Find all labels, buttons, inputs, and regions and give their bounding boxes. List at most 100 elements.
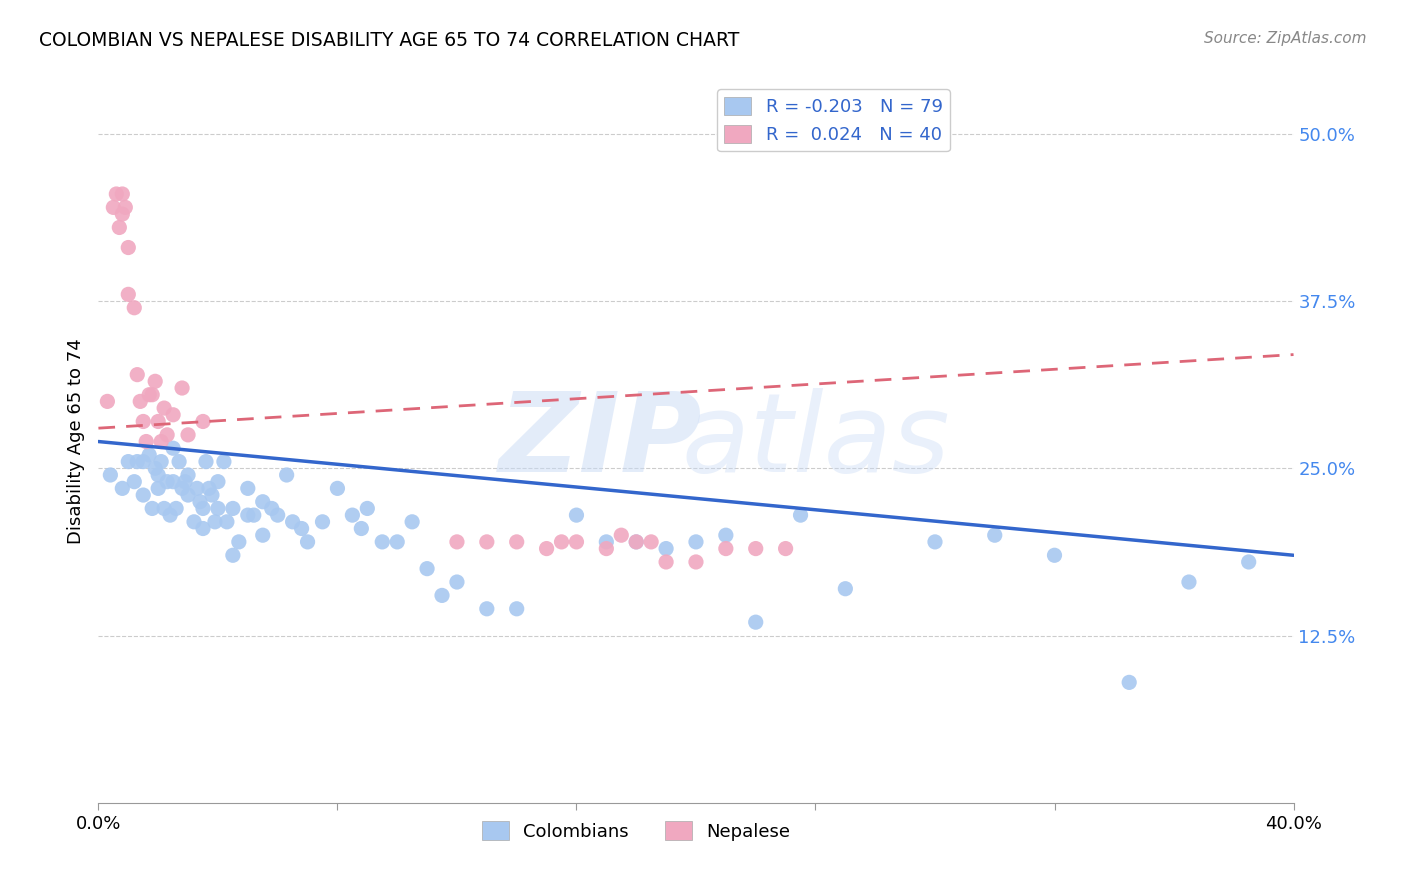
- Point: [506, 534, 529, 549]
- Point: [201, 488, 224, 502]
- Point: [108, 220, 131, 235]
- Point: [215, 515, 238, 529]
- Point: [105, 187, 128, 202]
- Point: [326, 482, 349, 496]
- Point: [281, 515, 304, 529]
- Point: [550, 534, 572, 549]
- Point: [191, 521, 214, 535]
- Point: [626, 534, 648, 549]
- Text: atlas: atlas: [681, 388, 950, 495]
- Point: [311, 515, 333, 529]
- Point: [595, 534, 617, 549]
- Point: [117, 241, 139, 255]
- Point: [150, 434, 173, 449]
- Point: [127, 368, 149, 382]
- Point: [714, 528, 737, 542]
- Point: [167, 455, 190, 469]
- Point: [276, 467, 298, 482]
- Point: [536, 541, 558, 556]
- Point: [177, 467, 200, 482]
- Point: [371, 534, 394, 549]
- Point: [789, 508, 811, 523]
- Point: [1237, 555, 1260, 569]
- Point: [162, 408, 184, 422]
- Point: [127, 455, 149, 469]
- Point: [236, 508, 259, 523]
- Point: [156, 427, 179, 442]
- Point: [745, 615, 768, 630]
- Point: [111, 207, 134, 221]
- Point: [595, 541, 617, 556]
- Point: [260, 501, 283, 516]
- Point: [222, 548, 245, 563]
- Point: [401, 515, 423, 529]
- Point: [172, 482, 194, 496]
- Point: [291, 521, 314, 535]
- Point: [356, 501, 378, 516]
- Point: [834, 582, 856, 596]
- Point: [132, 455, 155, 469]
- Point: [111, 187, 134, 202]
- Point: [1178, 575, 1201, 590]
- Point: [626, 534, 648, 549]
- Point: [984, 528, 1007, 542]
- Point: [924, 534, 946, 549]
- Point: [132, 414, 155, 429]
- Point: [430, 589, 453, 603]
- Point: [98, 467, 122, 482]
- Point: [228, 534, 250, 549]
- Point: [103, 201, 125, 215]
- Point: [745, 541, 768, 556]
- Point: [162, 442, 184, 455]
- Point: [1118, 675, 1140, 690]
- Point: [141, 501, 163, 516]
- Point: [141, 387, 163, 401]
- Point: [506, 602, 529, 616]
- Point: [475, 602, 498, 616]
- Point: [640, 534, 662, 549]
- Point: [186, 482, 208, 496]
- Point: [117, 455, 139, 469]
- Point: [775, 541, 797, 556]
- Point: [1043, 548, 1066, 563]
- Point: [252, 528, 274, 542]
- Point: [153, 501, 176, 516]
- Point: [114, 201, 136, 215]
- Point: [132, 488, 155, 502]
- Point: [165, 501, 187, 516]
- Point: [212, 455, 235, 469]
- Point: [143, 375, 166, 389]
- Point: [685, 534, 707, 549]
- Text: Source: ZipAtlas.com: Source: ZipAtlas.com: [1204, 31, 1367, 46]
- Point: [236, 482, 259, 496]
- Point: [350, 521, 373, 535]
- Point: [207, 475, 229, 489]
- Point: [138, 448, 160, 462]
- Point: [135, 434, 157, 449]
- Point: [177, 488, 200, 502]
- Point: [252, 494, 274, 508]
- Point: [655, 541, 678, 556]
- Point: [416, 562, 439, 576]
- Point: [267, 508, 290, 523]
- Point: [148, 482, 170, 496]
- Point: [198, 482, 221, 496]
- Point: [475, 534, 498, 549]
- Point: [148, 414, 170, 429]
- Point: [153, 401, 176, 416]
- Point: [174, 475, 197, 489]
- Point: [565, 534, 588, 549]
- Point: [159, 508, 181, 523]
- Point: [714, 541, 737, 556]
- Point: [565, 508, 588, 523]
- Point: [124, 475, 146, 489]
- Point: [191, 501, 214, 516]
- Text: ZIP: ZIP: [499, 388, 702, 495]
- Point: [191, 414, 214, 429]
- Point: [172, 381, 194, 395]
- Point: [156, 475, 179, 489]
- Point: [143, 461, 166, 475]
- Legend: Colombians, Nepalese: Colombians, Nepalese: [475, 814, 797, 848]
- Point: [188, 494, 211, 508]
- Point: [446, 575, 468, 590]
